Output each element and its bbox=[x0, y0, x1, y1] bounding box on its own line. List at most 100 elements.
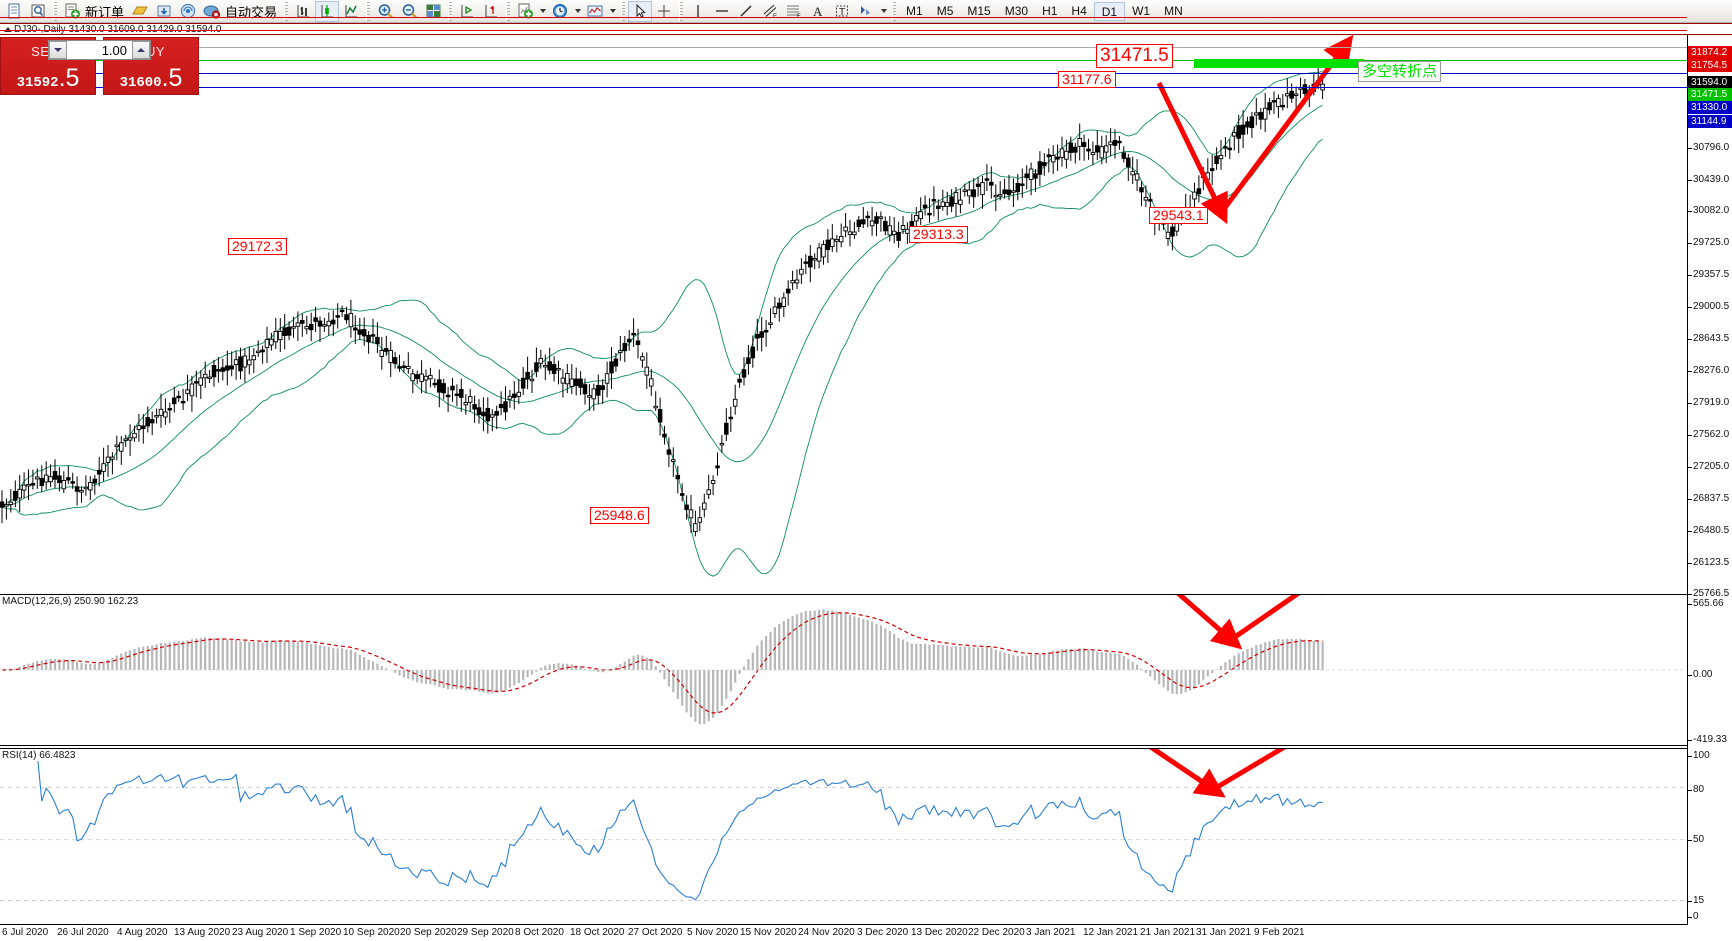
timeframe-m30[interactable]: M30 bbox=[1004, 3, 1029, 18]
annotation-29543[interactable]: 29543.1 bbox=[1149, 207, 1208, 224]
timeframe-d1[interactable]: D1 bbox=[1093, 1, 1126, 21]
timeframe-m15[interactable]: M15 bbox=[967, 3, 991, 18]
chevron-down-icon[interactable] bbox=[878, 2, 889, 21]
new-order-label[interactable]: 新订单 bbox=[85, 4, 125, 20]
macd-series bbox=[0, 609, 1687, 725]
timeframe-w1[interactable]: W1 bbox=[1132, 3, 1151, 18]
price-label-31754-5: 31754.5 bbox=[1688, 59, 1732, 72]
shift-end-icon[interactable] bbox=[479, 1, 503, 22]
annotation-29313[interactable]: 29313.3 bbox=[909, 226, 968, 243]
text-icon[interactable]: A bbox=[806, 1, 830, 22]
volume-value[interactable]: 1.00 bbox=[101, 42, 127, 58]
candlestick-icon[interactable] bbox=[315, 0, 340, 22]
date-tick: 12 Jan 2021 bbox=[1083, 927, 1139, 938]
date-tick: 13 Aug 2020 bbox=[174, 927, 231, 938]
cursor-icon[interactable] bbox=[628, 0, 653, 22]
label-icon[interactable]: T bbox=[830, 1, 854, 22]
date-tick: 9 Feb 2021 bbox=[1254, 927, 1305, 938]
zoom-out-icon[interactable] bbox=[397, 1, 421, 22]
timeframe-h1[interactable]: H1 bbox=[1042, 3, 1058, 18]
search-chart-icon[interactable] bbox=[26, 1, 50, 22]
trendline-icon[interactable] bbox=[734, 1, 758, 22]
date-tick: 29 Sep 2020 bbox=[457, 927, 514, 938]
hline-icon[interactable] bbox=[710, 1, 734, 22]
volume-increment-button[interactable] bbox=[132, 41, 150, 59]
indicators-icon[interactable] bbox=[583, 1, 607, 22]
collapse-triangle-icon[interactable] bbox=[4, 27, 12, 32]
price-label-31471-5: 31471.5 bbox=[1688, 88, 1732, 101]
bar-chart-icon[interactable] bbox=[291, 1, 315, 22]
annotation-31177[interactable]: 31177.6 bbox=[1058, 71, 1116, 88]
annotation-25948[interactable]: 25948.6 bbox=[590, 507, 649, 524]
axis-tick bbox=[1688, 499, 1692, 500]
vline-icon[interactable] bbox=[686, 1, 710, 22]
date-tick: 27 Oct 2020 bbox=[628, 927, 683, 938]
date-tick: 1 Sep 2020 bbox=[290, 927, 342, 938]
axis-tick bbox=[1688, 243, 1692, 244]
price-tick-261235: 26123.5 bbox=[1693, 557, 1730, 568]
volume-stepper[interactable]: 1.00 bbox=[48, 40, 151, 60]
shift-start-icon[interactable] bbox=[455, 1, 479, 22]
date-tick: 21 Jan 2021 bbox=[1140, 927, 1196, 938]
buy-price-frac: .5 bbox=[161, 64, 183, 92]
price-axis[interactable]: 31874.2 31754.5 31594.0 31471.5 31330.0 31144… bbox=[1688, 35, 1732, 925]
new-order-icon[interactable] bbox=[60, 1, 84, 22]
signals-icon[interactable] bbox=[176, 1, 200, 22]
rsi-pane[interactable]: RSI(14) 66.4823 bbox=[0, 748, 1687, 925]
level-line-31754 bbox=[0, 30, 1687, 31]
autotrade-icon[interactable] bbox=[200, 1, 224, 22]
period-clock-icon[interactable] bbox=[548, 1, 572, 22]
date-tick: 4 Aug 2020 bbox=[117, 927, 168, 938]
axis-tick bbox=[1688, 901, 1692, 902]
date-axis[interactable]: 6 Jul 2020 26 Jul 2020 4 Aug 2020 13 Aug 20… bbox=[0, 926, 1732, 941]
autotrade-label[interactable]: 自动交易 bbox=[225, 4, 278, 20]
axis-tick bbox=[1688, 563, 1692, 564]
chevron-down-icon[interactable] bbox=[537, 2, 548, 21]
price-label-31874-2: 31874.2 bbox=[1688, 46, 1732, 59]
timeframe-m1[interactable]: M1 bbox=[906, 3, 923, 18]
download-icon[interactable] bbox=[152, 1, 176, 22]
one-click-trading-panel[interactable]: SELL 31592.5 BUY 31600.5 1.00 bbox=[0, 37, 199, 95]
price-chart-pane[interactable] bbox=[0, 17, 1687, 592]
date-tick: 3 Jan 2021 bbox=[1026, 927, 1076, 938]
price-tick-275620: 27562.0 bbox=[1693, 429, 1730, 440]
annotation-31471[interactable]: 31471.5 bbox=[1096, 44, 1173, 68]
price-tick-286435: 28643.5 bbox=[1693, 333, 1730, 344]
chevron-down-icon[interactable] bbox=[572, 2, 583, 21]
timeframe-mn[interactable]: MN bbox=[1164, 3, 1183, 18]
macd-tick-41933: -419.33 bbox=[1693, 734, 1727, 745]
axis-tick bbox=[1688, 790, 1692, 791]
price-tick-264805: 26480.5 bbox=[1693, 525, 1730, 536]
price-label-31330-0: 31330.0 bbox=[1688, 101, 1732, 114]
toolbar-separator bbox=[53, 1, 57, 21]
axis-tick bbox=[1688, 917, 1692, 918]
shapes-icon[interactable] bbox=[854, 1, 878, 22]
toolbar-separator bbox=[892, 1, 897, 21]
price-tick-307960: 30796.0 bbox=[1693, 142, 1730, 153]
price-axis-divider bbox=[1687, 35, 1688, 925]
folder-icon[interactable] bbox=[128, 1, 152, 22]
sell-price: 31592.5 bbox=[1, 64, 95, 93]
axis-tick bbox=[1688, 211, 1692, 212]
axis-tick bbox=[1688, 740, 1692, 741]
line-chart-icon[interactable] bbox=[339, 1, 363, 22]
volume-decrement-button[interactable] bbox=[49, 41, 67, 59]
zoom-in-icon[interactable] bbox=[373, 1, 397, 22]
new-chart-icon[interactable] bbox=[513, 1, 537, 22]
crosshair-icon[interactable] bbox=[652, 1, 676, 22]
document-icon[interactable] bbox=[2, 1, 26, 22]
timeframe-m5[interactable]: M5 bbox=[936, 3, 954, 18]
buy-price: 31600.5 bbox=[104, 64, 198, 93]
timeframe-h4[interactable]: H4 bbox=[1071, 3, 1087, 18]
axis-tick bbox=[1688, 594, 1692, 595]
axis-tick bbox=[1688, 275, 1692, 276]
chevron-down-icon[interactable] bbox=[607, 2, 618, 21]
fibo-icon[interactable]: F bbox=[782, 1, 806, 22]
macd-pane[interactable]: MACD(12,26,9) 250.90 162.23 bbox=[0, 594, 1687, 746]
equidistant-channel-icon[interactable]: E bbox=[758, 1, 782, 22]
macd-tick-56566: 565.66 bbox=[1693, 598, 1724, 609]
svg-text:E: E bbox=[773, 14, 777, 19]
data-window-icon[interactable] bbox=[421, 1, 445, 22]
annotation-29172[interactable]: 29172.3 bbox=[228, 238, 287, 255]
axis-tick bbox=[1688, 467, 1692, 468]
